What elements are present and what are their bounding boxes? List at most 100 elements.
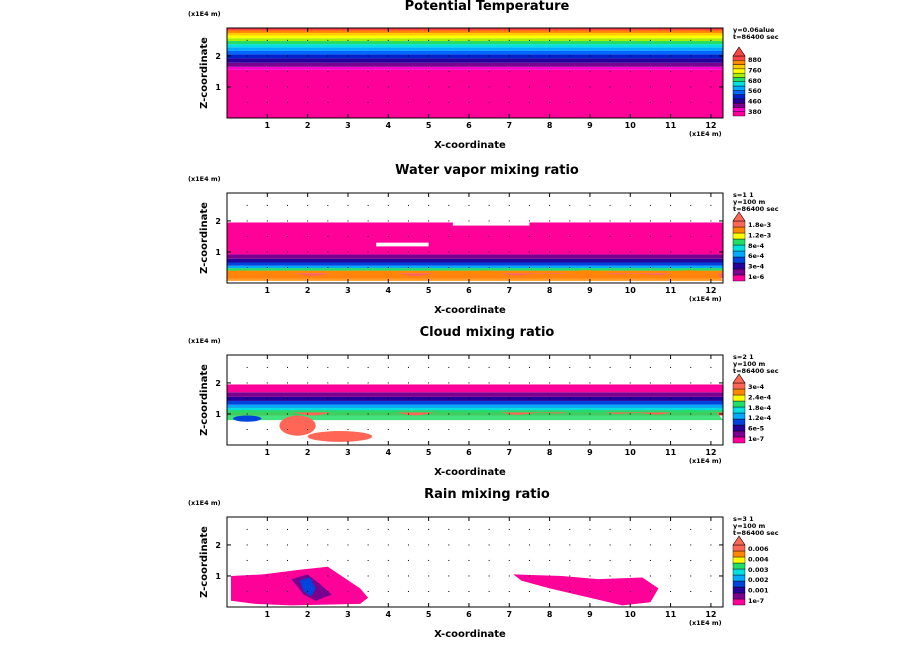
- panel-2: Water vapor mixing ratio(x1E4 m)1 2 3 4 5 6 7 8…: [188, 163, 779, 316]
- grid-dot: [508, 428, 510, 430]
- x-tick-label: 12: [705, 448, 716, 457]
- grid-dot: [387, 590, 389, 592]
- contour-band-12: [227, 32, 723, 36]
- grid-dot: [488, 428, 490, 430]
- grid-dot: [307, 366, 309, 368]
- grid-dot: [327, 204, 329, 206]
- contour-band-6: [227, 258, 723, 263]
- grid-dot: [549, 86, 551, 88]
- grid-dot: [266, 204, 268, 206]
- colorbar-segment: [732, 77, 746, 82]
- grid-dot: [589, 559, 591, 561]
- grid-dot: [246, 397, 248, 399]
- grid-dot: [528, 86, 530, 88]
- grid-dot: [266, 397, 268, 399]
- grid-dot: [488, 559, 490, 561]
- grid-dot: [387, 235, 389, 237]
- grid-dot: [266, 413, 268, 415]
- grid-dot: [690, 590, 692, 592]
- grid-dot: [649, 590, 651, 592]
- field-blob-1: [279, 415, 316, 436]
- grid-dot: [569, 544, 571, 546]
- grid-dot: [307, 428, 309, 430]
- contour-band-7: [227, 392, 723, 397]
- grid-dot: [670, 235, 672, 237]
- x-tick-label: 8: [547, 286, 553, 295]
- grid-dot: [488, 70, 490, 72]
- colorbar-segment: [732, 586, 746, 594]
- grid-dot: [710, 559, 712, 561]
- colorbar-segment: [732, 98, 746, 104]
- grid-dot: [528, 220, 530, 222]
- grid-dot: [528, 39, 530, 41]
- grid-dot: [347, 251, 349, 253]
- grid-dot: [347, 204, 349, 206]
- grid-dot: [246, 220, 248, 222]
- grid-dot: [569, 413, 571, 415]
- contour-band-13: [227, 30, 723, 33]
- grid-dot: [569, 251, 571, 253]
- grid-dot: [528, 428, 530, 430]
- x-tick-label: 11: [665, 610, 677, 619]
- field-region-4: [513, 574, 659, 606]
- grid-dot: [508, 55, 510, 57]
- grid-dot: [246, 366, 248, 368]
- grid-dot: [549, 559, 551, 561]
- grid-dot: [508, 544, 510, 546]
- grid-dot: [549, 55, 551, 57]
- x-scale-label: (x1E4 m): [689, 457, 722, 465]
- run-meta-line: t=86400 sec: [733, 529, 779, 537]
- grid-dot: [549, 544, 551, 546]
- grid-dot: [488, 235, 490, 237]
- grid-dot: [448, 101, 450, 103]
- grid-dot: [286, 382, 288, 384]
- grid-dot: [549, 39, 551, 41]
- x-tick-label: 12: [705, 610, 716, 619]
- grid-dot: [589, 70, 591, 72]
- contour-band-5: [227, 262, 723, 266]
- grid-dot: [387, 86, 389, 88]
- grid-dot: [428, 382, 430, 384]
- grid-dot: [448, 544, 450, 546]
- colorbar-segment: [732, 72, 746, 78]
- grid-dot: [488, 544, 490, 546]
- grid-dot: [246, 544, 248, 546]
- grid-dot: [710, 397, 712, 399]
- colorbar-level-label: 1.8e-4: [748, 404, 772, 412]
- grid-dot: [549, 413, 551, 415]
- grid-dot: [589, 544, 591, 546]
- x-scale-label: (x1E4 m): [689, 130, 722, 138]
- grid-dot: [407, 39, 409, 41]
- grid-dot: [629, 251, 631, 253]
- grid-dot: [589, 413, 591, 415]
- colorbar-level-label: 880: [748, 56, 762, 64]
- grid-dot: [589, 235, 591, 237]
- grid-dot: [569, 366, 571, 368]
- grid-dot: [246, 55, 248, 57]
- grid-dot: [508, 397, 510, 399]
- x-tick-label: 9: [587, 448, 593, 457]
- grid-dot: [286, 204, 288, 206]
- x-tick-label: 11: [665, 448, 677, 457]
- grid-dot: [569, 559, 571, 561]
- colorbar-segment: [732, 232, 746, 240]
- z-tick-label: 1: [215, 572, 221, 581]
- grid-dot: [710, 544, 712, 546]
- grid-dot: [367, 204, 369, 206]
- grid-dot: [589, 590, 591, 592]
- x-tick-label: 1: [265, 286, 271, 295]
- grid-dot: [387, 559, 389, 561]
- colorbar-level-label: 1.8e-3: [748, 221, 771, 229]
- panel-title: Potential Temperature: [405, 0, 570, 14]
- x-tick-label: 6: [466, 610, 472, 619]
- contour-band-9: [227, 41, 723, 45]
- grid-dot: [448, 590, 450, 592]
- grid-dot: [266, 70, 268, 72]
- grid-dot: [286, 575, 288, 577]
- grid-dot: [549, 235, 551, 237]
- grid-dot: [407, 101, 409, 103]
- grid-dot: [367, 413, 369, 415]
- colorbar-segment: [732, 580, 746, 588]
- grid-dot: [367, 575, 369, 577]
- x-tick-label: 10: [625, 286, 637, 295]
